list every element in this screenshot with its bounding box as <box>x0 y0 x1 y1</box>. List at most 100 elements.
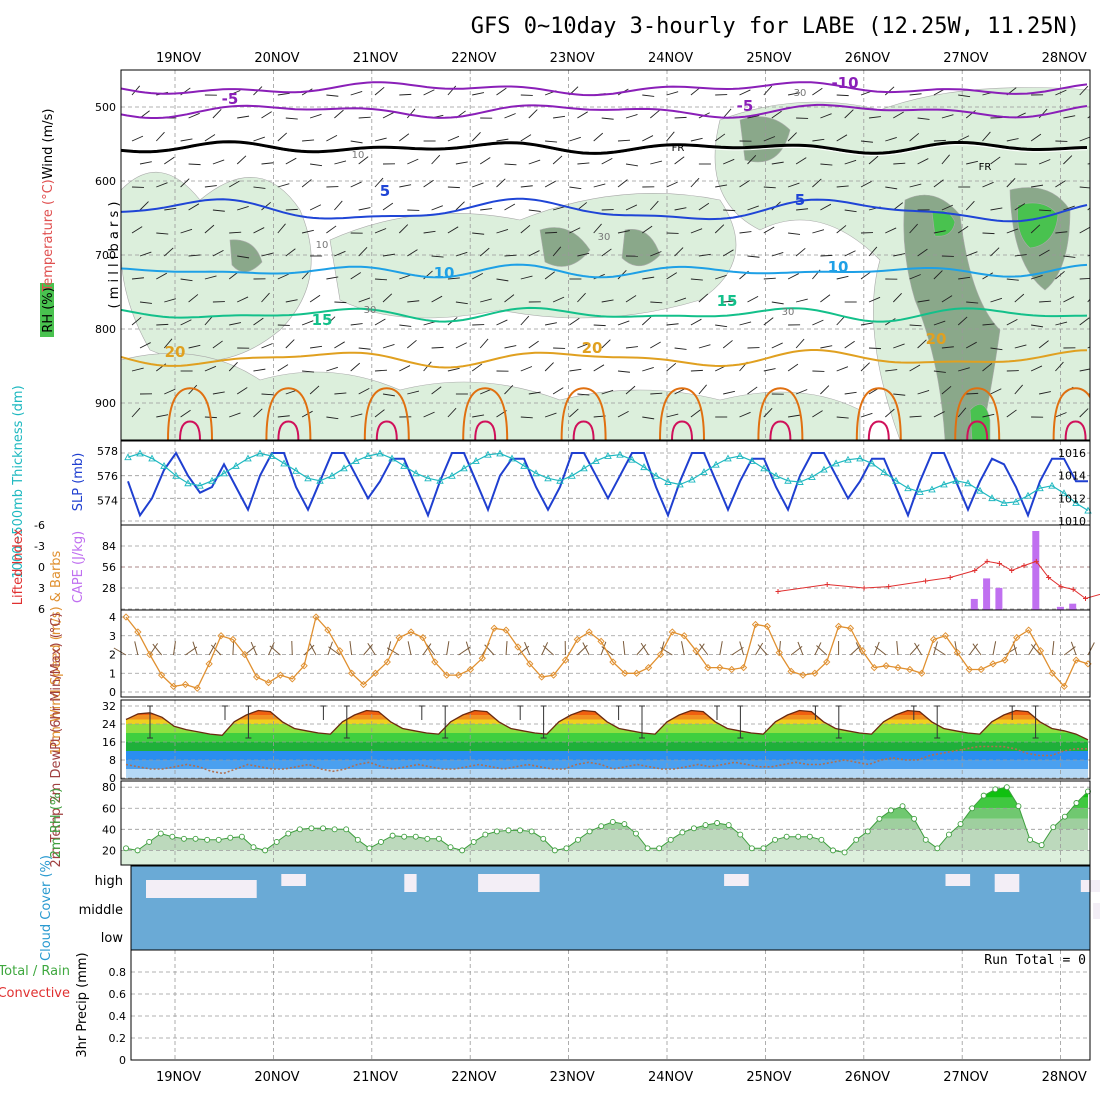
rh2m-point <box>598 823 605 830</box>
wind10-barb <box>850 645 862 656</box>
wind-barb-upper <box>504 203 516 211</box>
temp-minmax-bar <box>639 705 645 739</box>
wind10-point <box>787 667 795 676</box>
temp2m-frame <box>120 699 1091 780</box>
temperature-legend-text: Temperature (°C) <box>41 179 56 292</box>
wind10-tick-2: 2 <box>109 649 116 662</box>
wind-barb-upper <box>909 223 918 234</box>
wind-barb-upper <box>957 316 968 326</box>
wind-barb-upper <box>301 179 312 188</box>
wind-barb-upper <box>788 92 800 96</box>
thickness-tick-2: 578 <box>97 445 118 458</box>
wind-barb-upper <box>399 274 411 280</box>
thickness-point <box>1012 497 1020 505</box>
wind-barb-upper <box>1030 365 1043 372</box>
wind10-barb <box>173 641 176 656</box>
thickness-point <box>904 484 912 492</box>
slp-thickness-lines <box>124 449 1092 519</box>
wind-barb-upper <box>310 345 323 349</box>
thickness-point <box>352 456 360 464</box>
date-label-bottom-0: 19NOV <box>156 1070 201 1085</box>
wind-barb-upper <box>471 132 481 142</box>
isotherm--10 <box>121 81 1088 97</box>
wind-barb-upper <box>382 202 394 211</box>
wind-barb-upper <box>666 413 679 418</box>
isotherm-label: 10 <box>828 258 849 276</box>
wind10-point <box>929 635 938 644</box>
thickness-point <box>472 456 480 464</box>
wind-barb-upper <box>868 296 881 303</box>
wind10-point <box>181 680 190 689</box>
wind-barb-upper <box>545 231 558 234</box>
rh2m-point <box>992 786 999 793</box>
wind-barb-upper <box>545 140 558 143</box>
isotherm-30 <box>966 420 989 440</box>
temp-minmax-bar <box>517 705 524 720</box>
temp-band <box>126 751 1088 760</box>
rh2m-point <box>378 838 384 845</box>
wind-barb-upper <box>820 163 833 166</box>
wind-barb-upper <box>358 207 371 211</box>
isotherm-25 <box>855 387 902 440</box>
precip-frame <box>130 949 1091 1061</box>
wind-barb-upper <box>1039 300 1052 303</box>
temp-minmax-bar <box>910 705 917 720</box>
wind-barb-upper <box>407 300 420 303</box>
cloud-level-low: low <box>101 931 124 946</box>
wind-barb-upper <box>577 343 589 349</box>
wind10-barb <box>1051 641 1055 656</box>
wind10-point <box>1001 656 1009 664</box>
wind-barb-upper <box>164 207 177 211</box>
wind-barb-upper <box>650 251 662 257</box>
wind-barb-upper <box>747 295 759 303</box>
date-label-top-2: 21NOV <box>353 51 398 66</box>
wind-barb-upper <box>399 184 412 188</box>
wind-barb-upper <box>569 227 581 234</box>
cape-li-ticks: -6 -3 0 3 6 28 56 84 <box>34 519 116 616</box>
wind-barb-upper <box>285 208 298 211</box>
isotherm-30 <box>769 420 792 440</box>
pressure-tick-3: 800 <box>95 323 116 336</box>
precip-panel: 0 0.2 0.4 0.6 0.8 Run Total = 0 3hr Precip (… <box>0 949 1091 1067</box>
cloud-clear-high <box>724 874 749 886</box>
wind10-point <box>336 647 344 655</box>
pressure-tick-1: 600 <box>95 175 116 188</box>
wind-barb-upper <box>1014 384 1024 395</box>
wind10-barb <box>210 644 222 656</box>
wind-barb-upper <box>1055 321 1068 326</box>
wind-barb-upper <box>188 163 201 166</box>
wind-barb-upper <box>302 370 315 373</box>
rh2m-point <box>540 835 547 842</box>
rh2m-point <box>470 838 477 845</box>
wind10-point <box>585 628 593 636</box>
wind-barb-upper <box>447 186 460 189</box>
date-labels-bottom: 19NOV 20NOV 21NOV 22NOV 23NOV 24NOV 25NOV 26NOV… <box>156 1070 1087 1085</box>
wind-barb-upper <box>156 323 169 326</box>
thickness-point <box>364 452 372 459</box>
cloud-level-middle: middle <box>79 903 123 918</box>
rh2m-point <box>424 835 431 842</box>
wind-barb-upper <box>965 341 977 349</box>
thickness-point <box>772 471 780 479</box>
wind10-point <box>348 669 356 677</box>
wind10-point <box>371 669 380 677</box>
wind10-barb <box>386 641 392 656</box>
temp-band <box>121 704 1090 711</box>
wind10-barb <box>446 641 450 656</box>
isotherm-30 <box>671 420 693 440</box>
cloud-clear-middle <box>1093 903 1100 919</box>
wind-barb-upper <box>358 247 368 257</box>
wind10-point <box>549 671 558 679</box>
wind-barb-upper <box>423 179 434 188</box>
wind-barb-upper <box>399 365 411 372</box>
rh2m-point <box>783 833 790 840</box>
wind-barb-upper <box>771 161 784 165</box>
wind-barb-upper <box>933 88 945 96</box>
wind-barb-upper <box>690 369 703 372</box>
wind10-point <box>300 662 308 670</box>
wind-barb-upper <box>261 343 273 349</box>
wind-barb-upper <box>625 114 638 119</box>
wind-barb-upper <box>577 292 586 303</box>
thickness-point <box>976 486 984 494</box>
wind-barb-upper <box>796 208 809 211</box>
